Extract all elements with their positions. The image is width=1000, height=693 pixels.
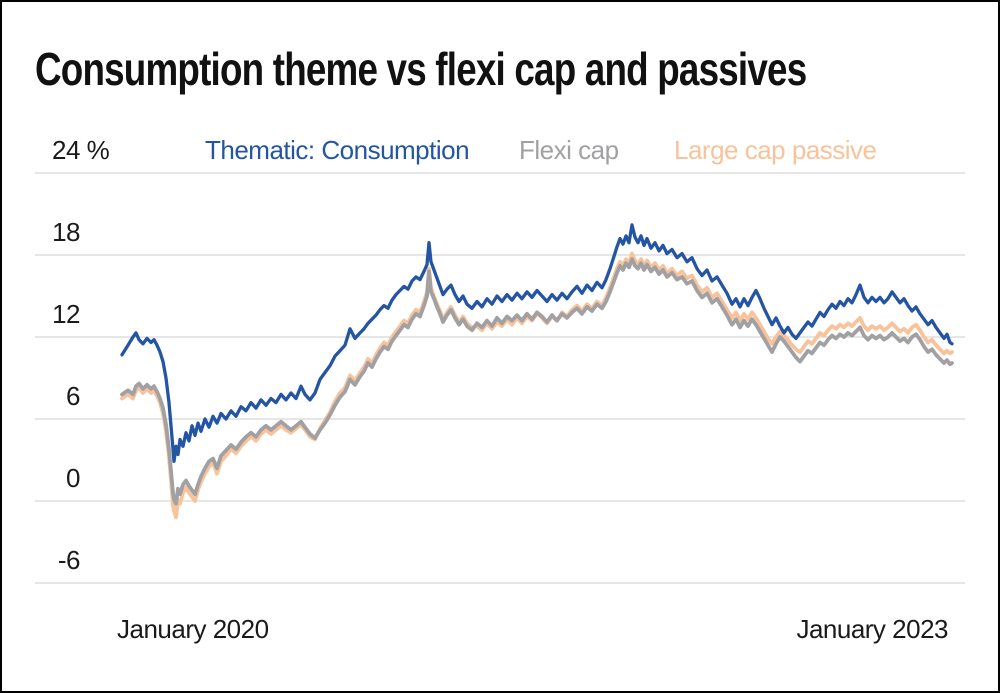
legend-item-flexi-cap: Flexi cap: [519, 135, 619, 165]
series-line: [120, 223, 954, 464]
chart-title: Consumption theme vs flexi cap and passi…: [35, 43, 807, 95]
legend-item-large-cap-passive: Large cap passive: [674, 135, 877, 165]
y-axis-tick-24-percent: 24 %: [52, 135, 110, 165]
legend-item-thematic-consumption: Thematic: Consumption: [205, 135, 470, 165]
series-line: [120, 257, 954, 506]
x-axis-label-end: January 2023: [796, 614, 948, 644]
y-axis-tick-0: 0: [66, 463, 80, 493]
y-axis-tick-18: 18: [52, 217, 80, 247]
y-axis-tick-minus-6: -6: [57, 545, 81, 575]
y-axis-tick-6: 6: [66, 381, 80, 411]
x-axis-label-start: January 2020: [117, 614, 269, 644]
y-axis-tick-12: 12: [52, 299, 80, 329]
